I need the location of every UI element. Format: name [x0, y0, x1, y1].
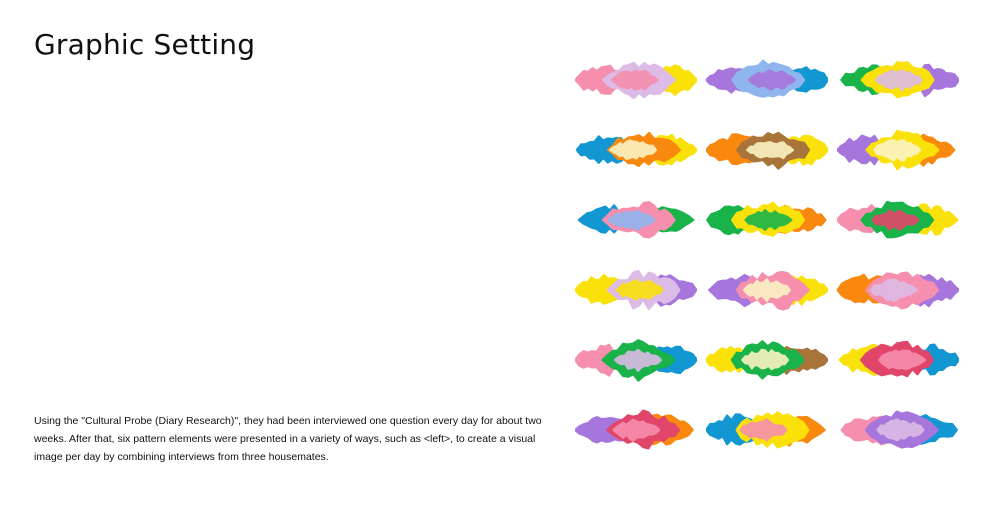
- blob-layer: [610, 69, 659, 91]
- pattern-grid: [575, 55, 965, 465]
- pattern-blob: [706, 335, 828, 385]
- pattern-blob: [575, 405, 697, 455]
- pattern-blob: [575, 55, 697, 105]
- blob-layer: [874, 69, 923, 92]
- blob-layer: [876, 418, 925, 442]
- blob-layer: [739, 418, 788, 442]
- pattern-blob: [837, 335, 959, 385]
- pattern-blob: [706, 125, 828, 175]
- pattern-blob: [837, 55, 959, 105]
- pattern-blob: [837, 405, 959, 455]
- pattern-blob: [575, 195, 697, 245]
- blob-layer: [747, 69, 796, 91]
- blob-layer: [873, 139, 922, 162]
- description-text: Using the "Cultural Probe (Diary Researc…: [34, 415, 542, 463]
- blob-layer: [615, 278, 664, 301]
- pattern-blob: [706, 55, 828, 105]
- pattern-blob: [575, 335, 697, 385]
- blob-layer: [871, 209, 920, 231]
- pattern-blob: [706, 405, 828, 455]
- pattern-blob: [837, 265, 959, 315]
- blob-layer: [612, 418, 661, 442]
- pattern-blob: [706, 195, 828, 245]
- pattern-blob: [575, 265, 697, 315]
- blob-layer: [744, 209, 793, 231]
- blob-layer: [613, 348, 662, 372]
- blob-layer: [746, 141, 795, 160]
- pattern-blob: [837, 195, 959, 245]
- blob-layer: [607, 209, 656, 231]
- blob-layer: [869, 278, 918, 303]
- blob-layer: [742, 278, 791, 303]
- pattern-blob: [706, 265, 828, 315]
- blob-layer: [609, 139, 658, 160]
- blob-layer: [878, 349, 927, 370]
- pattern-blob: [837, 125, 959, 175]
- blob-layer: [741, 348, 790, 371]
- page-title: Graphic Setting: [34, 28, 256, 61]
- pattern-blob: [575, 125, 697, 175]
